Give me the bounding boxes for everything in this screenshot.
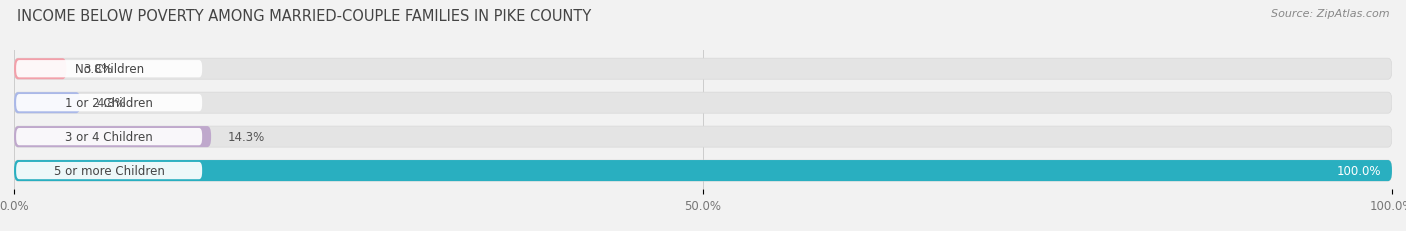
FancyBboxPatch shape [14, 160, 1392, 181]
FancyBboxPatch shape [14, 127, 211, 148]
FancyBboxPatch shape [14, 59, 66, 80]
Text: 4.8%: 4.8% [97, 97, 127, 110]
Text: 3 or 4 Children: 3 or 4 Children [65, 131, 153, 143]
FancyBboxPatch shape [15, 162, 202, 179]
FancyBboxPatch shape [14, 127, 1392, 148]
FancyBboxPatch shape [14, 160, 1392, 181]
FancyBboxPatch shape [14, 93, 80, 114]
Text: 1 or 2 Children: 1 or 2 Children [65, 97, 153, 110]
Text: 14.3%: 14.3% [228, 131, 264, 143]
FancyBboxPatch shape [14, 93, 1392, 114]
Text: 5 or more Children: 5 or more Children [53, 164, 165, 177]
FancyBboxPatch shape [15, 128, 202, 146]
Text: INCOME BELOW POVERTY AMONG MARRIED-COUPLE FAMILIES IN PIKE COUNTY: INCOME BELOW POVERTY AMONG MARRIED-COUPL… [17, 9, 591, 24]
Text: Source: ZipAtlas.com: Source: ZipAtlas.com [1271, 9, 1389, 19]
FancyBboxPatch shape [14, 59, 1392, 80]
Text: 100.0%: 100.0% [1337, 164, 1381, 177]
Text: No Children: No Children [75, 63, 143, 76]
FancyBboxPatch shape [15, 95, 202, 112]
FancyBboxPatch shape [15, 61, 202, 78]
Text: 3.8%: 3.8% [83, 63, 112, 76]
